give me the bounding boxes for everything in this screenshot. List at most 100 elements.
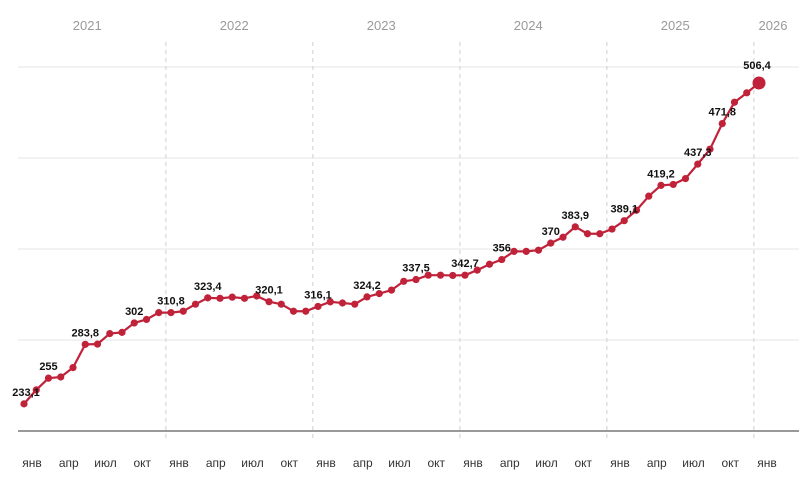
data-point — [645, 192, 653, 200]
data-point — [375, 290, 383, 298]
data-point — [547, 239, 555, 247]
data-point — [473, 266, 481, 274]
month-tick-label: окт — [721, 456, 739, 470]
year-label: 2026 — [759, 18, 788, 33]
data-label: 283,8 — [71, 327, 99, 339]
month-tick-label: июл — [241, 456, 263, 470]
data-point — [681, 174, 690, 183]
data-label: 337,5 — [402, 263, 430, 275]
data-label: 370 — [542, 226, 560, 238]
month-tick-label: июл — [682, 456, 704, 470]
data-point — [167, 309, 175, 317]
month-tick-label: янв — [610, 456, 630, 470]
month-tick-label: окт — [133, 456, 151, 470]
data-point — [620, 217, 628, 225]
month-tick-label: апр — [206, 456, 226, 470]
data-point — [179, 307, 187, 315]
data-point — [240, 294, 249, 302]
series-layer — [20, 76, 766, 408]
month-tick-label: апр — [647, 456, 667, 470]
data-point — [69, 363, 77, 372]
data-label: 356 — [493, 243, 511, 255]
data-point — [93, 340, 102, 348]
data-point — [387, 286, 396, 294]
data-point — [449, 271, 457, 280]
data-label: 506,4 — [743, 60, 771, 72]
data-point — [228, 293, 236, 301]
data-point — [20, 400, 28, 408]
year-label: 2022 — [220, 18, 249, 33]
last-data-point — [752, 76, 766, 90]
data-point — [216, 294, 224, 302]
month-tick-label: окт — [427, 456, 445, 470]
data-point — [363, 293, 371, 301]
data-point — [155, 309, 163, 317]
data-point — [57, 373, 65, 381]
data-point — [706, 145, 714, 153]
month-tick-label: янв — [316, 456, 336, 470]
month-tick-label: апр — [353, 456, 373, 470]
data-label: 255 — [39, 361, 57, 373]
data-point — [718, 119, 726, 128]
data-point — [314, 302, 322, 311]
data-point — [571, 223, 579, 231]
data-point — [277, 300, 285, 308]
data-point — [730, 98, 739, 106]
data-point — [142, 315, 151, 324]
year-label: 2025 — [661, 18, 690, 33]
data-label: 437,3 — [684, 147, 712, 159]
label-layer: 233,1 255 283,8 302 310,8 323,4 320,1 316,1 324,… — [12, 60, 771, 399]
data-point — [204, 294, 212, 302]
data-point — [583, 230, 592, 238]
data-point — [485, 260, 494, 268]
month-tick-label: окт — [280, 456, 298, 470]
month-tick-label: окт — [574, 456, 592, 470]
data-point — [424, 271, 432, 279]
data-point — [694, 160, 702, 168]
data-label: 471,8 — [708, 107, 736, 119]
data-label: 383,9 — [561, 210, 589, 222]
data-point — [400, 277, 408, 285]
month-tick-label: янв — [463, 456, 483, 470]
data-point — [534, 246, 543, 254]
month-tick-label: янв — [169, 456, 189, 470]
data-point — [81, 340, 89, 348]
year-label: 2021 — [73, 18, 102, 33]
data-point — [510, 247, 518, 255]
data-point — [412, 275, 420, 284]
data-point — [44, 374, 53, 382]
data-point — [436, 271, 445, 279]
axis-layer: 2021 2022 2023 2024 2025 2026 янв апр июл окт янв а… — [22, 18, 787, 470]
data-point — [265, 298, 273, 306]
month-tick-label: янв — [22, 456, 42, 470]
data-point — [351, 300, 359, 308]
data-point — [338, 299, 347, 307]
data-label: 323,4 — [194, 281, 222, 293]
data-label: 419,2 — [647, 168, 675, 180]
data-label: 302 — [125, 306, 143, 318]
data-label: 310,8 — [157, 296, 185, 308]
data-point — [461, 271, 469, 279]
data-point — [608, 225, 616, 233]
grid-layer — [18, 42, 799, 441]
data-label: 389,1 — [610, 204, 638, 216]
data-point — [596, 230, 604, 238]
series-line — [23, 82, 760, 405]
data-point — [130, 319, 138, 327]
data-point — [253, 292, 261, 300]
month-tick-label: янв — [757, 456, 777, 470]
data-point — [657, 181, 665, 189]
month-tick-label: июл — [94, 456, 116, 470]
data-point — [559, 233, 567, 241]
data-label: 233,1 — [12, 387, 40, 399]
data-point — [498, 255, 506, 264]
data-point — [289, 307, 298, 315]
data-point — [522, 247, 530, 255]
year-label: 2023 — [367, 18, 396, 33]
month-tick-label: июл — [388, 456, 410, 470]
data-point — [302, 307, 310, 315]
data-point — [191, 300, 200, 308]
data-label: 342,7 — [451, 258, 479, 270]
month-tick-label: апр — [59, 456, 79, 470]
data-point — [669, 180, 677, 189]
